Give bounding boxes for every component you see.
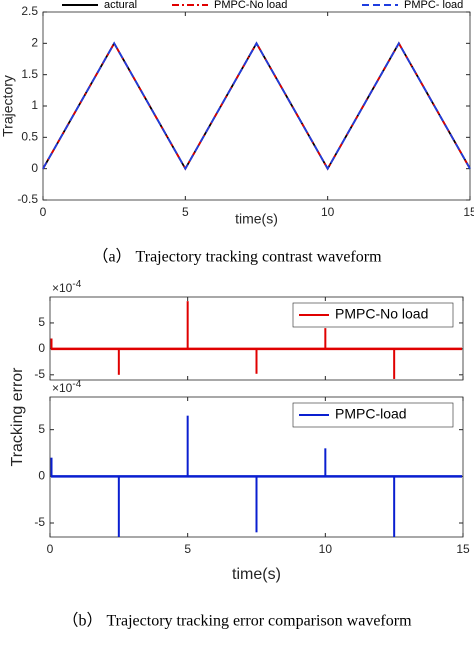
plot-area xyxy=(42,11,471,201)
exponent-power: -4 xyxy=(72,379,81,390)
x-axis-label: time(s) xyxy=(235,211,278,227)
y-tick-label: 0 xyxy=(38,469,45,483)
legend-label: PMPC- load xyxy=(404,0,463,11)
y-tick-label: -0.5 xyxy=(17,192,38,206)
y-tick-label: 2.5 xyxy=(21,4,38,18)
exponent-label: ×10-4 xyxy=(52,379,82,396)
legend-label: PMPC-No load xyxy=(335,306,428,322)
y-tick-label: 1.5 xyxy=(21,67,38,81)
exponent-base: ×10 xyxy=(52,381,73,395)
y-tick-label: -5 xyxy=(34,367,45,381)
legend-label: actural xyxy=(104,0,137,11)
exponent-label: ×10-4 xyxy=(52,279,82,296)
x-tick-label: 5 xyxy=(184,542,191,556)
series-line xyxy=(42,41,471,171)
y-tick-label: -5 xyxy=(34,515,45,529)
caption-b: （b） Trajectory tracking error comparison… xyxy=(62,612,412,630)
legend-label: PMPC-No load xyxy=(214,0,287,11)
x-tick-label: 10 xyxy=(321,205,335,219)
y-axis-label: Trajectory xyxy=(0,75,16,137)
x-tick-label: 15 xyxy=(456,542,470,556)
x-tick-label: 10 xyxy=(319,542,333,556)
legend-label: PMPC-load xyxy=(335,406,407,422)
y-tick-label: 0 xyxy=(38,341,45,355)
x-tick-label: 0 xyxy=(40,205,47,219)
x-tick-label: 0 xyxy=(47,542,54,556)
y-axis-label: Tracking error xyxy=(9,367,26,467)
x-tick-label: 5 xyxy=(182,205,189,219)
y-tick-label: 0 xyxy=(31,161,38,175)
y-tick-label: 2 xyxy=(31,36,38,50)
exponent-power: -4 xyxy=(72,279,81,290)
y-tick-label: 1 xyxy=(31,98,38,112)
caption-a: （a） Trajectory tracking contrast wavefor… xyxy=(92,248,382,266)
exponent-base: ×10 xyxy=(52,281,73,295)
x-tick-label: 15 xyxy=(463,205,474,219)
x-axis-label: time(s) xyxy=(232,566,281,583)
y-tick-label: 5 xyxy=(38,315,45,329)
y-tick-label: 0.5 xyxy=(21,130,38,144)
y-tick-label: 5 xyxy=(38,422,45,436)
